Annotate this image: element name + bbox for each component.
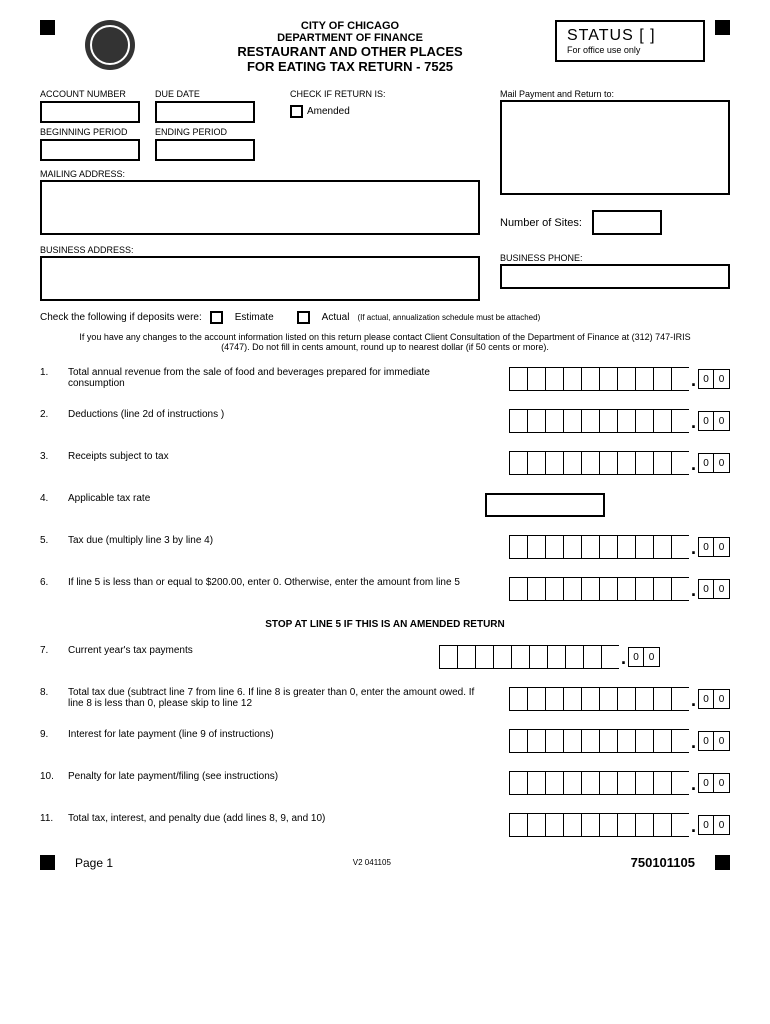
line-5-amount[interactable]: .00 [509,535,730,559]
account-label: ACCOUNT NUMBER [40,89,140,99]
business-phone-input[interactable] [500,264,730,289]
line-3-num: 3. [40,451,58,462]
mail-payment-label: Mail Payment and Return to: [500,89,614,99]
estimate-checkbox[interactable] [210,311,223,324]
num-sites-label: Number of Sites: [500,217,582,229]
begin-period-label: BEGINNING PERIOD [40,127,140,137]
line-5-text: Tax due (multiply line 3 by line 4) [68,535,499,546]
line-2-text: Deductions (line 2d of instructions ) [68,409,499,420]
line-2: 2. Deductions (line 2d of instructions )… [40,409,730,433]
line-4-num: 4. [40,493,58,504]
amended-stop-note: STOP AT LINE 5 IF THIS IS AN AMENDED RET… [40,619,730,630]
corner-marker-br [715,855,730,870]
line-7-amount[interactable]: .00 [439,645,660,669]
mailing-address-input[interactable] [40,180,480,235]
corner-marker-tl [40,20,55,35]
line-10-text: Penalty for late payment/filing (see ins… [68,771,499,782]
line-4: 4. Applicable tax rate [40,493,730,517]
business-phone-label: BUSINESS PHONE: [500,253,583,263]
form-top-section: ACCOUNT NUMBER DUE DATE CHECK IF RETURN … [40,89,730,301]
line-2-amount[interactable]: .00 [509,409,730,433]
line-8-amount[interactable]: .00 [509,687,730,711]
city-seal-icon [85,20,135,70]
corner-marker-bl [40,855,55,870]
line-7-text: Current year's tax payments [68,645,429,656]
notice-text: If you have any changes to the account i… [40,332,730,352]
line-1-amount[interactable]: .00 [509,367,730,391]
page-number: Page 1 [75,856,113,870]
status-text: STATUS [ ] [567,27,693,45]
line-10-num: 10. [40,771,58,782]
line-1-text: Total annual revenue from the sale of fo… [68,367,499,389]
business-address-input[interactable] [40,256,480,301]
line-1: 1. Total annual revenue from the sale of… [40,367,730,391]
form-title-1: RESTAURANT AND OTHER PLACES [145,44,555,59]
amended-checkbox[interactable] [290,105,303,118]
line-3-text: Receipts subject to tax [68,451,499,462]
mail-payment-input[interactable] [500,100,730,195]
account-input[interactable] [40,101,140,123]
line-7-num: 7. [40,645,58,656]
status-box: STATUS [ ] For office use only [555,20,705,62]
line-11-text: Total tax, interest, and penalty due (ad… [68,813,499,824]
line-11-num: 11. [40,813,58,824]
line-4-text: Applicable tax rate [68,493,475,504]
city-name: CITY OF CHICAGO [145,20,555,32]
line-1-num: 1. [40,367,58,378]
line-4-rate[interactable] [485,493,605,517]
amended-label: Amended [307,106,350,117]
business-addr-label: BUSINESS ADDRESS: [40,245,134,255]
line-9: 9. Interest for late payment (line 9 of … [40,729,730,753]
form-title-2: FOR EATING TAX RETURN - 7525 [145,59,555,74]
line-6: 6. If line 5 is less than or equal to $2… [40,577,730,601]
mailing-label: MAILING ADDRESS: [40,169,125,179]
deposit-row: Check the following if deposits were: Es… [40,311,730,324]
estimate-label: Estimate [235,312,274,323]
due-date-label: DUE DATE [155,89,255,99]
line-9-num: 9. [40,729,58,740]
line-11-amount[interactable]: .00 [509,813,730,837]
form-title-block: CITY OF CHICAGO DEPARTMENT OF FINANCE RE… [145,20,555,74]
num-sites-input[interactable] [592,210,662,235]
deposit-note: (If actual, annualization schedule must … [357,313,540,322]
deposit-label: Check the following if deposits were: [40,312,202,323]
line-9-text: Interest for late payment (line 9 of ins… [68,729,499,740]
line-6-text: If line 5 is less than or equal to $200.… [68,577,499,588]
actual-label: Actual [322,312,350,323]
end-period-label: ENDING PERIOD [155,127,255,137]
header-row: CITY OF CHICAGO DEPARTMENT OF FINANCE RE… [40,20,730,74]
dept-name: DEPARTMENT OF FINANCE [145,32,555,44]
line-7: 7. Current year's tax payments .00 [40,645,730,669]
line-3: 3. Receipts subject to tax .00 [40,451,730,475]
check-return-label: CHECK IF RETURN IS: [290,89,386,99]
line-8: 8. Total tax due (subtract line 7 from l… [40,687,730,711]
line-5-num: 5. [40,535,58,546]
line-2-num: 2. [40,409,58,420]
corner-marker-tr [715,20,730,35]
line-6-amount[interactable]: .00 [509,577,730,601]
end-period-input[interactable] [155,139,255,161]
footer: Page 1 V2 041105 750101105 [40,855,730,870]
line-6-num: 6. [40,577,58,588]
version-code: V2 041105 [353,858,391,867]
line-9-amount[interactable]: .00 [509,729,730,753]
line-10: 10. Penalty for late payment/filing (see… [40,771,730,795]
line-10-amount[interactable]: .00 [509,771,730,795]
line-11: 11. Total tax, interest, and penalty due… [40,813,730,837]
line-3-amount[interactable]: .00 [509,451,730,475]
form-code: 750101105 [631,855,695,870]
line-5: 5. Tax due (multiply line 3 by line 4) .… [40,535,730,559]
actual-checkbox[interactable] [297,311,310,324]
due-date-input[interactable] [155,101,255,123]
line-8-num: 8. [40,687,58,698]
begin-period-input[interactable] [40,139,140,161]
status-sub: For office use only [567,45,693,55]
line-8-text: Total tax due (subtract line 7 from line… [68,687,499,709]
